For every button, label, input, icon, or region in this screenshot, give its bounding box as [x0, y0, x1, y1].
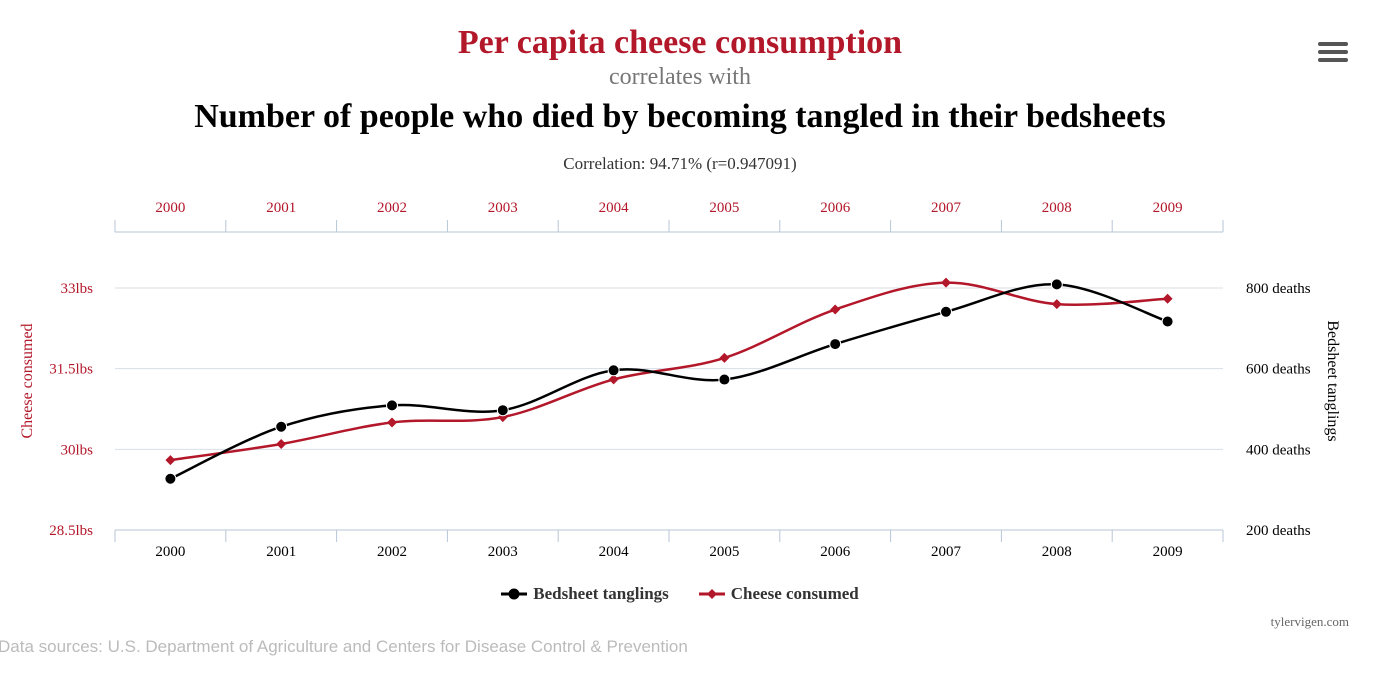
x-tick-label-top: 2007 [931, 200, 962, 216]
x-tick-label-bottom: 2000 [155, 544, 185, 560]
y-left-tick-label: 30lbs [60, 442, 93, 458]
x-tick-label-top: 2003 [488, 200, 518, 216]
bedsheet-data-point [275, 420, 288, 433]
bedsheet-data-point [386, 399, 398, 412]
bedsheet-data-point [1050, 278, 1063, 291]
x-tick-label-bottom: 2003 [488, 544, 518, 560]
x-tick-label-top: 2001 [266, 200, 296, 216]
chart-title: Per capita cheese consumption [457, 24, 903, 61]
x-tick-label-bottom: 2007 [931, 544, 962, 560]
chart-connector-text: correlates with [609, 64, 751, 90]
legend-label-cheese: Cheese consumed [730, 584, 859, 603]
x-tick-label-top: 2009 [1153, 200, 1183, 216]
chart-subtitle: Number of people who died by becoming ta… [194, 98, 1166, 135]
data-source-text: Data sources: U.S. Department of Agricul… [0, 637, 688, 656]
y-left-tick-label: 31.5lbs [49, 362, 93, 378]
x-tick-label-bottom: 2002 [377, 544, 407, 560]
x-tick-label-bottom: 2006 [820, 544, 851, 560]
bedsheet-data-point [496, 404, 509, 417]
x-tick-label-bottom: 2001 [266, 544, 296, 560]
bedsheet-data-point [607, 364, 620, 377]
cheese-data-point [608, 374, 619, 385]
x-tick-label-bottom: 2008 [1042, 544, 1072, 560]
cheese-data-point [387, 417, 397, 428]
legend-item-cheese[interactable]: Cheese consumed [698, 584, 859, 604]
x-tick-label-top: 2002 [377, 200, 407, 216]
cheese-data-point [830, 304, 841, 315]
chart-legend: Bedsheet tanglings Cheese consumed [0, 584, 1360, 604]
bedsheet-data-point [718, 373, 731, 386]
correlation-text: Correlation: 94.71% (r=0.947091) [563, 154, 797, 173]
hamburger-menu-icon[interactable] [1318, 42, 1348, 66]
bedsheet-data-point [1161, 315, 1174, 328]
legend-item-bedsheet[interactable]: Bedsheet tanglings [501, 584, 669, 604]
y-left-axis-title: Cheese consumed [19, 323, 36, 438]
cheese-data-point [1051, 299, 1062, 310]
cheese-data-point [1162, 293, 1173, 304]
bedsheet-data-point [829, 338, 842, 351]
x-tick-label-bottom: 2004 [599, 544, 630, 560]
bedsheet-data-point [940, 305, 952, 318]
y-right-tick-label: 200 deaths [1246, 523, 1311, 539]
cheese-data-point [941, 277, 951, 288]
bedsheet-series-line [169, 283, 1168, 480]
y-right-tick-label: 600 deaths [1246, 362, 1311, 378]
cheese-data-point [276, 438, 287, 449]
cheese-data-point [165, 455, 176, 466]
cheese-series-line [170, 281, 1168, 462]
x-tick-label-top: 2008 [1042, 200, 1072, 216]
y-right-tick-label: 800 deaths [1246, 281, 1311, 297]
x-tick-label-top: 2000 [155, 200, 185, 216]
x-tick-label-bottom: 2005 [709, 544, 739, 560]
credit-text[interactable]: tylervigen.com [1270, 614, 1349, 629]
y-right-tick-label: 400 deaths [1246, 442, 1311, 458]
x-tick-label-top: 2006 [820, 200, 851, 216]
legend-circle-marker-icon [501, 588, 528, 600]
x-tick-label-top: 2005 [709, 200, 739, 216]
y-right-axis-title: Bedsheet tanglings [1324, 320, 1341, 441]
x-tick-label-top: 2004 [599, 200, 630, 216]
legend-label-bedsheet: Bedsheet tanglings [533, 584, 669, 603]
legend-diamond-marker-icon [698, 589, 725, 599]
y-left-tick-label: 28.5lbs [49, 523, 93, 539]
bedsheet-data-point [164, 472, 177, 485]
cheese-data-point [719, 352, 730, 363]
y-left-tick-label: 33lbs [60, 281, 93, 297]
x-tick-label-bottom: 2009 [1153, 544, 1183, 560]
